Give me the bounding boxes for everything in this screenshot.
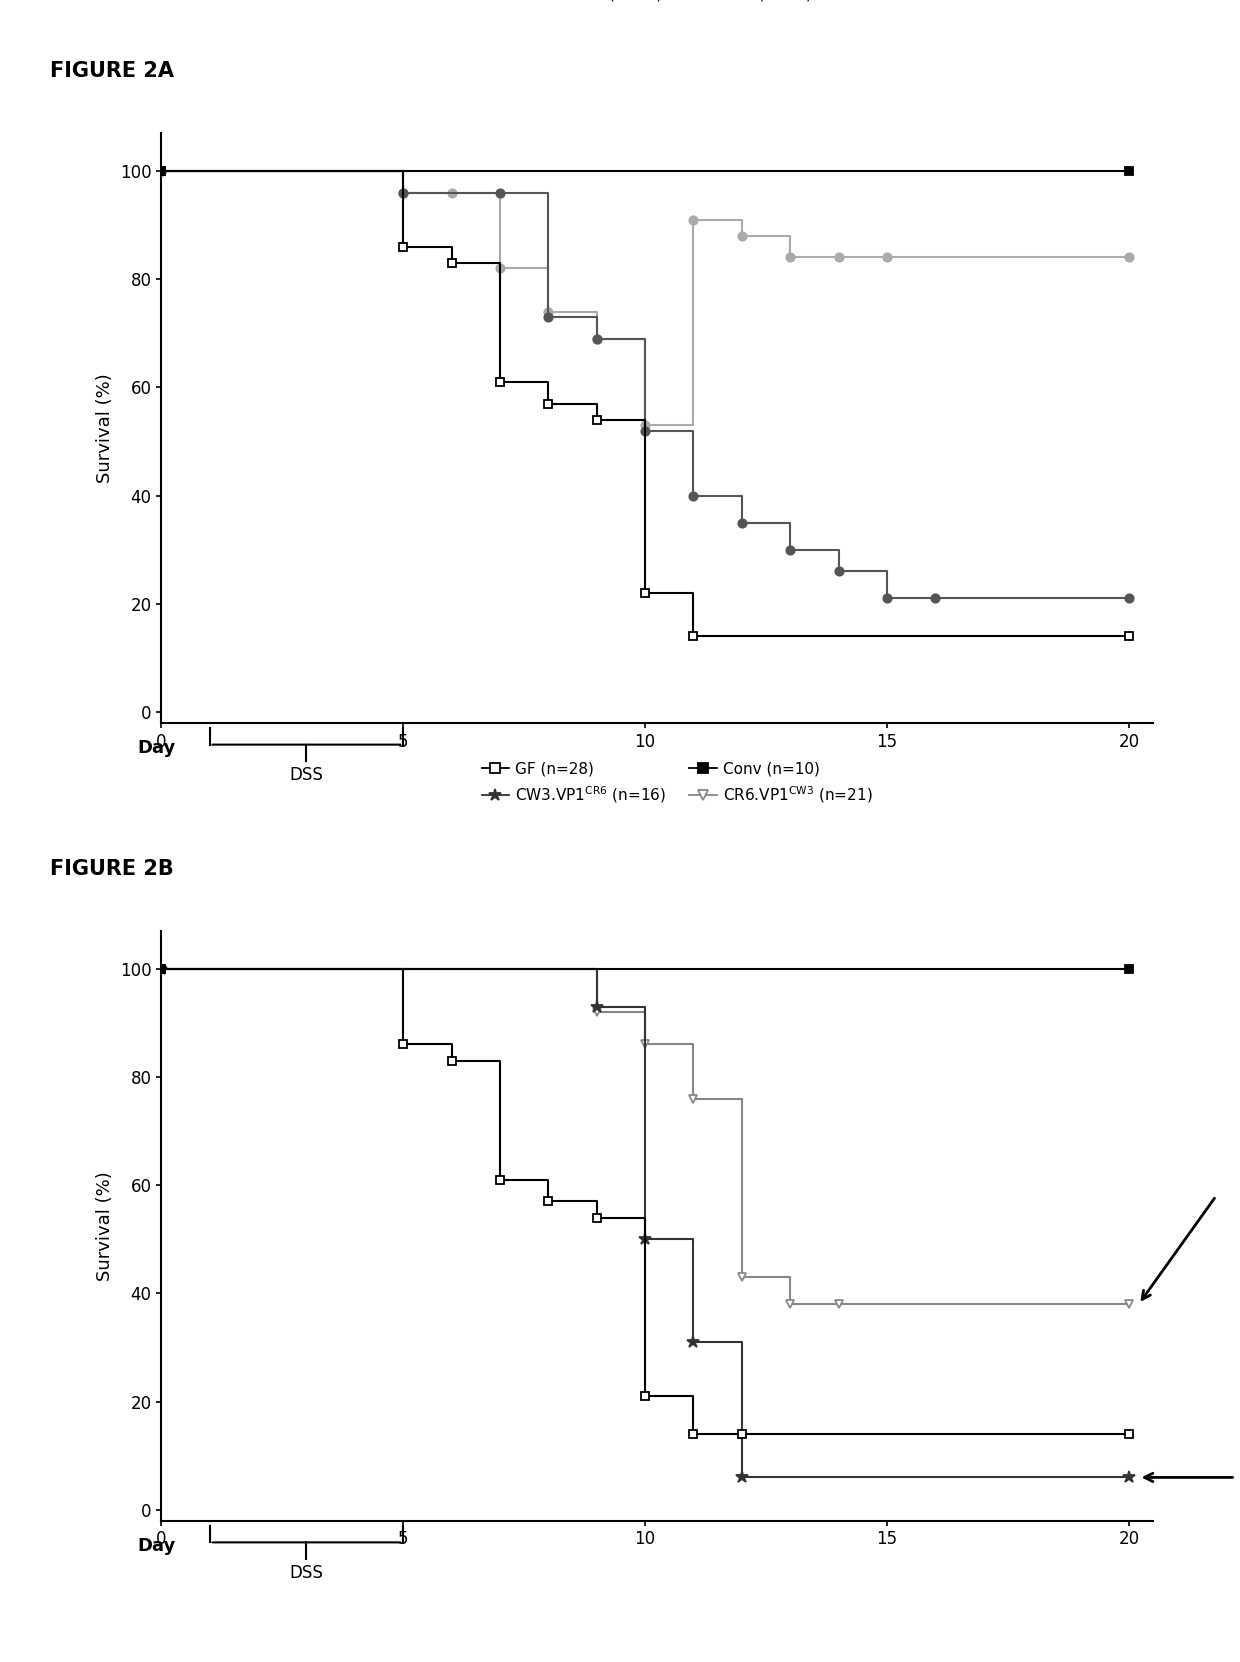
Legend: GF (n=28), CW3.VP1$^{\mathregular{CR6}}$ (n=16), Conv (n=10), CR6.VP1$^{\mathreg: GF (n=28), CW3.VP1$^{\mathregular{CR6}}$…	[481, 761, 873, 804]
Text: FIGURE 2A: FIGURE 2A	[50, 61, 174, 81]
Text: DSS: DSS	[289, 1564, 324, 1582]
Text: Day: Day	[136, 1537, 175, 1556]
Y-axis label: Survival (%): Survival (%)	[97, 372, 114, 484]
Text: DSS: DSS	[289, 766, 324, 784]
Text: FIGURE 2B: FIGURE 2B	[50, 859, 174, 879]
Y-axis label: Survival (%): Survival (%)	[97, 1170, 114, 1281]
Text: Day: Day	[136, 740, 175, 758]
